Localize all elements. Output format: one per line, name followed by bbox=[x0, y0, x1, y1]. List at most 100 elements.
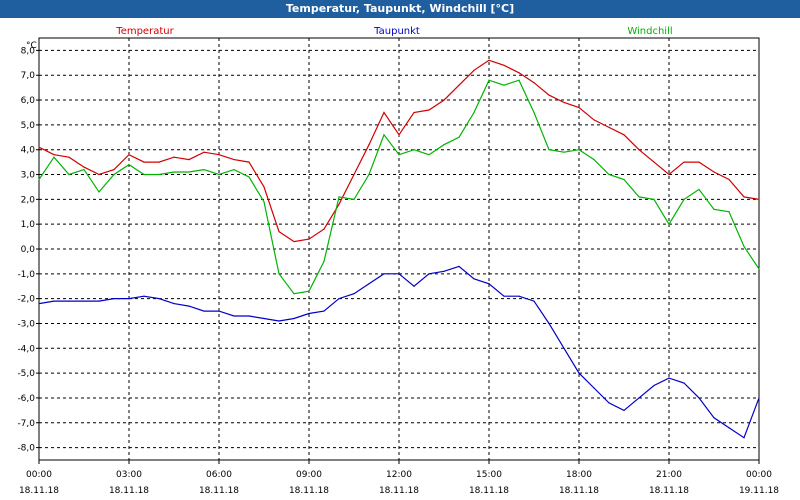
data-point-temperatur bbox=[143, 161, 145, 163]
data-point-temperatur bbox=[488, 59, 490, 61]
legend-entry: Temperatur bbox=[115, 26, 174, 37]
y-tick-label: 1,0 bbox=[21, 220, 36, 230]
data-point-taupunkt bbox=[653, 384, 655, 387]
x-tick-date: 18.11.18 bbox=[469, 486, 509, 496]
data-point-windchill bbox=[398, 154, 400, 156]
y-tick-label: -1,0 bbox=[17, 270, 35, 280]
data-point-temperatur bbox=[608, 126, 610, 128]
data-point-windchill bbox=[668, 223, 670, 225]
data-point-taupunkt bbox=[278, 320, 280, 322]
y-tick-label: 3,0 bbox=[21, 171, 36, 181]
data-point-windchill bbox=[158, 173, 160, 176]
data-point-temperatur bbox=[323, 228, 325, 230]
data-point-taupunkt bbox=[233, 315, 235, 317]
data-point-temperatur bbox=[518, 72, 520, 74]
data-point-taupunkt bbox=[68, 300, 70, 302]
data-point-taupunkt bbox=[428, 273, 430, 275]
data-point-temperatur bbox=[68, 156, 70, 158]
x-tick-time: 12:00 bbox=[386, 470, 412, 480]
data-point-temperatur bbox=[353, 173, 355, 176]
data-point-windchill bbox=[653, 198, 655, 200]
data-point-windchill bbox=[368, 173, 370, 176]
x-tick-date: 18.11.18 bbox=[559, 486, 599, 496]
data-point-taupunkt bbox=[338, 298, 340, 300]
data-point-taupunkt bbox=[488, 283, 490, 285]
data-point-taupunkt bbox=[743, 437, 745, 439]
data-point-temperatur bbox=[728, 178, 730, 181]
data-point-taupunkt bbox=[698, 397, 700, 399]
data-point-taupunkt bbox=[593, 387, 595, 389]
data-point-windchill bbox=[638, 196, 640, 198]
data-point-windchill bbox=[188, 171, 190, 173]
data-point-windchill bbox=[383, 134, 385, 136]
data-point-windchill bbox=[98, 191, 100, 193]
y-tick-label: 2,0 bbox=[21, 195, 36, 205]
data-point-windchill bbox=[248, 176, 250, 178]
data-point-temperatur bbox=[263, 186, 265, 188]
data-point-taupunkt bbox=[413, 285, 415, 287]
data-point-temperatur bbox=[698, 161, 700, 163]
data-point-temperatur bbox=[338, 203, 340, 205]
data-point-windchill bbox=[488, 79, 490, 81]
data-point-taupunkt bbox=[323, 310, 325, 312]
data-point-temperatur bbox=[293, 240, 295, 243]
data-point-windchill bbox=[458, 136, 460, 138]
data-point-taupunkt bbox=[128, 298, 130, 300]
data-point-windchill bbox=[548, 149, 550, 151]
y-tick-label: 6,0 bbox=[21, 96, 36, 106]
data-point-taupunkt bbox=[173, 303, 175, 305]
x-tick-time: 15:00 bbox=[476, 470, 502, 480]
data-point-windchill bbox=[473, 111, 475, 114]
data-point-windchill bbox=[533, 111, 535, 114]
data-point-windchill bbox=[428, 154, 430, 156]
data-point-temperatur bbox=[98, 173, 100, 176]
data-point-windchill bbox=[563, 151, 565, 153]
x-tick-time: 00:00 bbox=[746, 470, 772, 480]
data-point-taupunkt bbox=[53, 300, 55, 302]
data-point-temperatur bbox=[203, 151, 205, 153]
data-point-windchill bbox=[623, 178, 625, 181]
data-point-taupunkt bbox=[398, 273, 400, 275]
data-point-taupunkt bbox=[503, 295, 505, 297]
data-point-taupunkt bbox=[458, 265, 460, 267]
data-point-temperatur bbox=[233, 159, 235, 161]
data-point-temperatur bbox=[443, 99, 445, 101]
data-point-windchill bbox=[503, 84, 505, 86]
y-tick-label: 5,0 bbox=[21, 121, 36, 131]
data-point-taupunkt bbox=[638, 397, 640, 399]
data-point-windchill bbox=[308, 290, 310, 292]
data-point-temperatur bbox=[503, 64, 505, 66]
data-point-temperatur bbox=[383, 111, 385, 114]
x-tick-time: 18:00 bbox=[566, 470, 592, 480]
data-point-temperatur bbox=[683, 161, 685, 163]
data-point-taupunkt bbox=[218, 310, 220, 312]
data-point-windchill bbox=[728, 211, 730, 213]
data-point-temperatur bbox=[218, 154, 220, 156]
y-axis-label: °C bbox=[26, 41, 37, 51]
x-tick-date: 18.11.18 bbox=[199, 486, 239, 496]
data-point-temperatur bbox=[398, 134, 400, 136]
data-point-temperatur bbox=[113, 168, 115, 171]
data-point-windchill bbox=[128, 164, 130, 166]
data-point-windchill bbox=[218, 173, 220, 176]
data-point-taupunkt bbox=[158, 298, 160, 300]
data-point-windchill bbox=[758, 268, 760, 270]
data-point-windchill bbox=[173, 171, 175, 173]
data-point-temperatur bbox=[638, 149, 640, 151]
data-point-windchill bbox=[293, 293, 295, 295]
data-point-taupunkt bbox=[293, 317, 295, 320]
y-tick-label: -6,0 bbox=[17, 394, 35, 404]
data-point-windchill bbox=[443, 144, 445, 146]
data-point-windchill bbox=[578, 149, 580, 151]
data-point-windchill bbox=[278, 273, 280, 275]
data-point-windchill bbox=[323, 260, 325, 263]
x-tick-time: 06:00 bbox=[206, 470, 232, 480]
data-point-temperatur bbox=[593, 119, 595, 121]
data-point-temperatur bbox=[668, 173, 670, 176]
data-point-temperatur bbox=[53, 154, 55, 156]
data-point-taupunkt bbox=[263, 317, 265, 320]
data-point-temperatur bbox=[653, 161, 655, 163]
x-tick-time: 09:00 bbox=[296, 470, 322, 480]
